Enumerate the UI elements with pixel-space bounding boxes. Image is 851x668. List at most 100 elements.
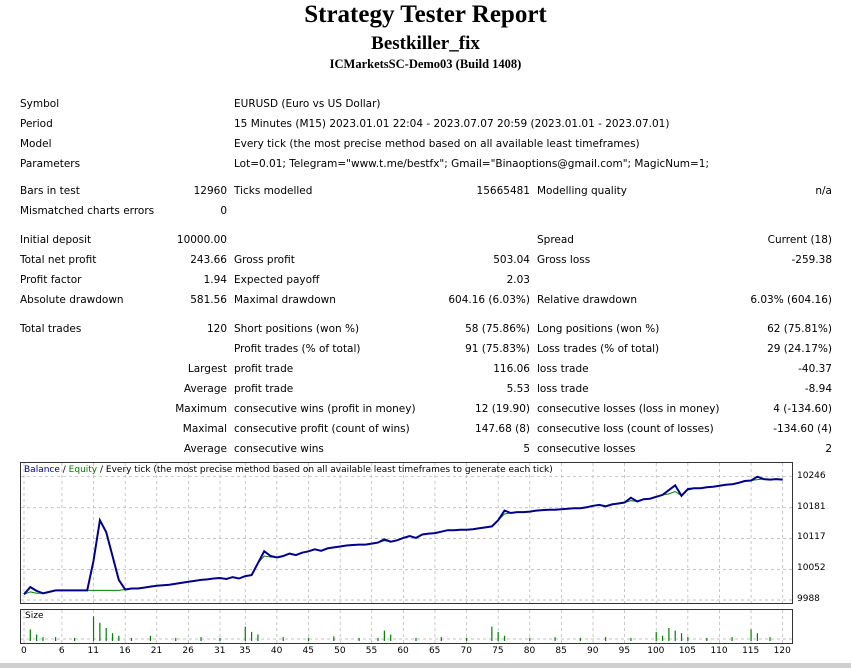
ticks-value: 15665481 [476, 185, 530, 197]
x-tick-label: 110 [710, 646, 728, 656]
bars-value: 12960 [193, 185, 227, 197]
balance-line [23, 475, 783, 595]
relative-drawdown-label: Relative drawdown [537, 294, 638, 306]
short-positions-value: 58 (75.86%) [465, 323, 530, 335]
x-tick-label: 85 [555, 646, 567, 656]
quality-label: Modelling quality [537, 185, 627, 197]
expected-payoff-label: Expected payoff [234, 274, 320, 286]
server-build: ICMarketsSC-Demo03 (Build 1408) [329, 57, 522, 71]
absolute-drawdown-value: 581.56 [190, 294, 227, 306]
net-profit-label: Total net profit [20, 254, 97, 266]
balance-equity-chart [20, 462, 793, 604]
maximal-consecutive-profit-label: consecutive profit (count of wins) [234, 423, 410, 435]
y-tick-label: 9988 [797, 594, 820, 604]
initial-deposit-label: Initial deposit [20, 234, 92, 246]
x-tick-label: 0 [21, 646, 27, 656]
x-tick-label: 70 [460, 646, 472, 656]
maximal-drawdown-label: Maximal drawdown [234, 294, 336, 306]
profit-factor-value: 1.94 [203, 274, 227, 286]
x-tick-label: 26 [182, 646, 194, 656]
size-chart [20, 609, 793, 644]
maximum-label: Maximum [175, 403, 227, 415]
x-tick-label: 21 [150, 646, 163, 656]
x-tick-label: 95 [618, 646, 631, 656]
maximal-consecutive-loss-label: consecutive loss (count of losses) [537, 423, 714, 435]
legend-equity: Equity [68, 465, 98, 475]
ticks-label: Ticks modelled [234, 185, 313, 197]
x-tick-label: 40 [270, 646, 283, 656]
parameters-label: Parameters [20, 158, 81, 170]
legend-description: Every tick (the most precise method base… [105, 465, 553, 475]
x-tick-label: 65 [428, 646, 441, 656]
average-loss-label: loss trade [537, 383, 589, 395]
largest-loss-value: -40.37 [798, 363, 832, 375]
size-plot [21, 610, 792, 643]
parameters-value: Lot=0.01; Telegram="www.t.me/bestfx"; Gm… [234, 158, 710, 170]
x-tick-label: 16 [119, 646, 131, 656]
largest-label: Largest [187, 363, 227, 375]
max-consecutive-losses-value: 4 (-134.60) [773, 403, 832, 415]
x-tick-label: 55 [365, 646, 378, 656]
quality-value: n/a [815, 185, 832, 197]
period-value: 15 Minutes (M15) 2023.01.01 22:04 - 2023… [234, 118, 670, 130]
x-tick-label: 31 [213, 646, 226, 656]
legend-separator: / [59, 465, 69, 475]
average-consecutive-wins-label: consecutive wins [234, 443, 324, 455]
model-label: Model [20, 138, 52, 150]
long-positions-label: Long positions (won %) [537, 323, 660, 335]
average-consecutive-wins-value: 5 [523, 443, 530, 455]
loss-trades-label: Loss trades (% of total) [537, 343, 660, 355]
maximal-drawdown-value: 604.16 (6.03%) [448, 294, 530, 306]
relative-drawdown-value: 6.03% (604.16) [750, 294, 832, 306]
legend-separator: / [97, 465, 106, 475]
x-tick-label: 120 [773, 646, 791, 656]
size-label: Size [25, 611, 44, 621]
short-positions-label: Short positions (won %) [234, 323, 360, 335]
mismatch-value: 0 [220, 205, 227, 217]
expected-payoff-value: 2.03 [506, 274, 530, 286]
report-title: Strategy Tester Report [304, 1, 547, 28]
period-label: Period [20, 118, 53, 130]
chart-plot [21, 463, 792, 603]
profit-trades-value: 91 (75.83%) [465, 343, 530, 355]
average2-label: Average [183, 443, 227, 455]
chart-legend: Balance / Equity / Every tick (the most … [24, 465, 553, 475]
largest-loss-label: loss trade [537, 363, 589, 375]
profit-trades-label: Profit trades (% of total) [234, 343, 361, 355]
x-tick-label: 45 [302, 646, 314, 656]
x-tick-label: 80 [523, 646, 536, 656]
x-tick-label: 115 [742, 646, 760, 656]
x-tick-label: 35 [239, 646, 251, 656]
x-tick-label: 100 [647, 646, 665, 656]
y-tick-label: 10246 [797, 470, 826, 481]
max-consecutive-losses-label: consecutive losses (loss in money) [537, 403, 720, 415]
x-tick-label: 6 [58, 646, 65, 656]
initial-deposit-value: 10000.00 [176, 234, 227, 246]
model-value: Every tick (the most precise method base… [234, 138, 640, 150]
expert-name: Bestkiller_fix [371, 33, 480, 54]
symbol-label: Symbol [20, 98, 60, 110]
absolute-drawdown-label: Absolute drawdown [20, 294, 124, 306]
legend-balance: Balance [24, 465, 60, 475]
total-trades-label: Total trades [20, 323, 82, 335]
gross-profit-value: 503.04 [493, 254, 530, 266]
average-consecutive-losses-label: consecutive losses [537, 443, 636, 455]
profit-factor-label: Profit factor [20, 274, 82, 286]
bottom-scrollbar [0, 663, 851, 668]
average-label: Average [183, 383, 227, 395]
net-profit-value: 243.66 [190, 254, 227, 266]
x-tick-label: 50 [334, 646, 346, 656]
gross-loss-value: -259.38 [791, 254, 832, 266]
symbol-value: EURUSD (Euro vs US Dollar) [234, 98, 381, 110]
long-positions-value: 62 (75.81%) [767, 323, 832, 335]
x-tick-label: 11 [87, 646, 99, 656]
maximal-consecutive-profit-value: 147.68 (8) [475, 423, 530, 435]
average-profit-value: 5.53 [506, 383, 530, 395]
maximal-consecutive-loss-value: -134.60 (4) [773, 423, 832, 435]
x-tick-label: 60 [397, 646, 409, 656]
x-tick-label: 90 [587, 646, 599, 656]
mismatch-label: Mismatched charts errors [20, 205, 155, 217]
y-tick-label: 10117 [797, 532, 826, 543]
average-consecutive-losses-value: 2 [825, 443, 832, 455]
spread-value: Current (18) [767, 234, 832, 246]
